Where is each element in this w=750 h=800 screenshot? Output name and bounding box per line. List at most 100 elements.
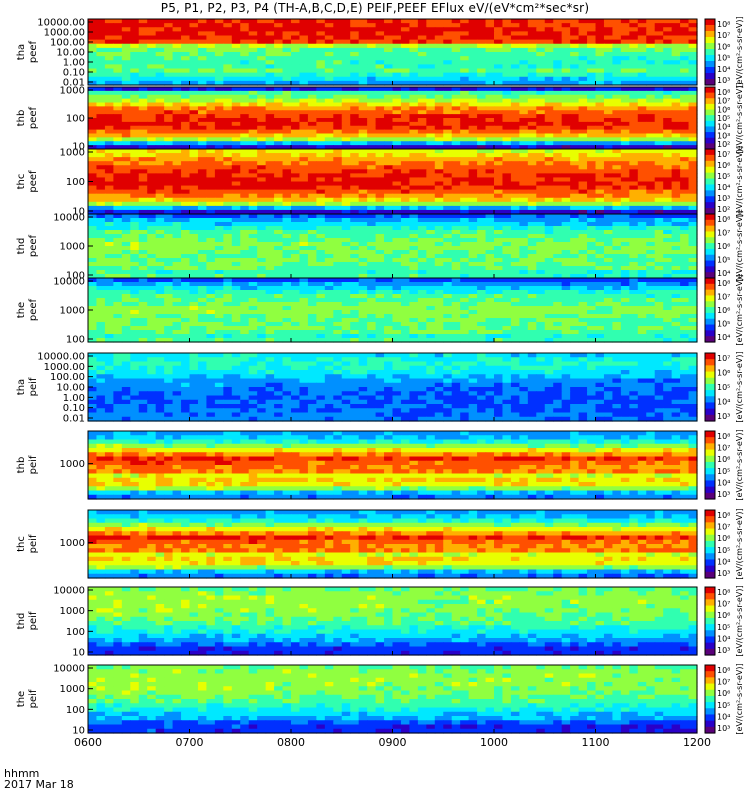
heatmap-cell (104, 161, 114, 166)
heatmap-cell (223, 39, 233, 45)
heatmap-cell (468, 177, 478, 183)
heatmap-cell (392, 218, 402, 223)
heatmap-cell (324, 133, 334, 138)
heatmap-cell (172, 165, 182, 170)
heatmap-cell (307, 258, 317, 263)
heatmap-cell (307, 238, 317, 243)
heatmap-cell (680, 230, 690, 235)
heatmap-cell (164, 133, 174, 138)
heatmap-cell (578, 133, 588, 138)
colorbar-segment (705, 98, 715, 102)
heatmap-cell (468, 286, 478, 291)
heatmap-cell (214, 98, 224, 104)
heatmap-cell (519, 177, 529, 183)
heatmap-cell (138, 60, 148, 65)
heatmap-cell (392, 226, 402, 231)
heatmap-cell (113, 226, 123, 231)
heatmap-cell (570, 141, 580, 146)
heatmap-cell (214, 129, 224, 135)
heatmap-cell (181, 23, 191, 28)
heatmap-cell (595, 145, 605, 150)
heatmap-cell (654, 153, 664, 158)
heatmap-cell (502, 165, 512, 170)
heatmap-cell (510, 129, 520, 135)
heatmap-cell (172, 52, 182, 57)
heatmap-cell (130, 234, 140, 239)
heatmap-cell (392, 246, 402, 251)
heatmap-cell (426, 205, 436, 211)
heatmap-cell (240, 193, 250, 199)
heatmap-cell (324, 278, 334, 283)
heatmap-cell (324, 286, 334, 291)
heatmap-cell (688, 52, 698, 57)
heatmap-cell (536, 278, 546, 283)
heatmap-cell (409, 64, 419, 70)
heatmap-cell (299, 102, 309, 107)
heatmap-cell (426, 169, 436, 174)
heatmap-cell (451, 110, 461, 115)
heatmap-cell (384, 19, 394, 24)
heatmap-cell (443, 118, 453, 123)
heatmap-cell (409, 87, 419, 92)
heatmap-cell (282, 94, 292, 100)
heatmap-cell (138, 161, 148, 166)
heatmap-cell (587, 286, 597, 291)
heatmap-cell (460, 133, 470, 138)
heatmap-cell (274, 246, 284, 251)
colorbar-segment (705, 120, 715, 125)
heatmap-cell (536, 56, 546, 61)
heatmap-cell (468, 72, 478, 78)
heatmap-cell (206, 201, 216, 207)
heatmap-cell (620, 31, 630, 37)
colorbar-segment (705, 134, 715, 139)
heatmap-cell (620, 56, 630, 61)
heatmap-cell (561, 246, 571, 251)
heatmap-cell (214, 262, 224, 267)
colorbar-segment (705, 231, 715, 235)
heatmap-cell (671, 274, 681, 279)
heatmap-cell (181, 125, 191, 131)
heatmap-cell (494, 177, 504, 183)
heatmap-cell (96, 43, 106, 49)
heatmap-cell (553, 258, 563, 263)
heatmap-cell (409, 254, 419, 259)
heatmap-cell (172, 189, 182, 195)
heatmap-cell (485, 68, 495, 74)
heatmap-cell (671, 250, 681, 255)
heatmap-cell (417, 169, 427, 174)
heatmap-cell (688, 106, 698, 111)
heatmap-cell (189, 52, 199, 57)
heatmap-cell (88, 87, 98, 92)
heatmap-cell (671, 43, 681, 49)
heatmap-cell (561, 214, 571, 219)
heatmap-cell (519, 31, 529, 37)
heatmap-cell (595, 278, 605, 283)
heatmap-cell (88, 266, 98, 271)
heatmap-cell (451, 193, 461, 199)
colorbar-segment (705, 34, 715, 38)
heatmap-cell (502, 52, 512, 57)
heatmap-cell (595, 266, 605, 271)
heatmap-cell (434, 149, 444, 154)
colorbar-tick-label: 10⁴ (717, 123, 730, 132)
heatmap-cell (680, 68, 690, 74)
heatmap-cell (417, 234, 427, 239)
heatmap-cell (248, 121, 258, 127)
colorbar-segment (705, 240, 715, 244)
heatmap-cell (603, 149, 614, 154)
heatmap-cell (299, 80, 309, 86)
heatmap-cell (88, 27, 98, 32)
heatmap-cell (257, 56, 267, 61)
heatmap-cell (257, 173, 267, 179)
heatmap-cell (510, 43, 520, 49)
heatmap-cell (324, 145, 334, 150)
heatmap-cell (477, 274, 487, 279)
heatmap-cell (358, 133, 368, 138)
heatmap-cell (527, 266, 537, 271)
heatmap-cell (451, 165, 461, 170)
heatmap-cell (240, 209, 250, 215)
heatmap-cell (400, 60, 411, 65)
heatmap-cell (88, 145, 98, 150)
heatmap-cell (612, 153, 622, 158)
heatmap-cell (240, 274, 250, 279)
